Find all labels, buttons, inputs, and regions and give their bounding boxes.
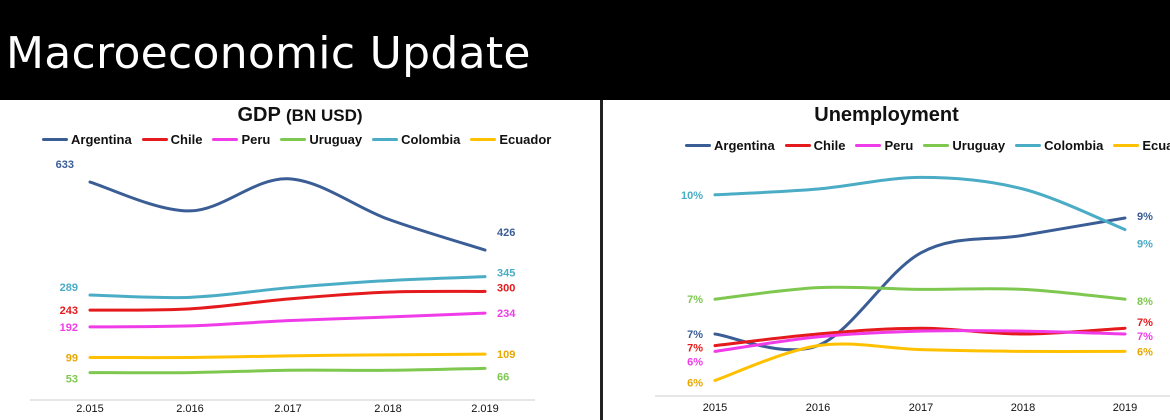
data-label: 300 [497, 282, 515, 294]
legend-label: Chile [170, 132, 203, 147]
legend-label: Ecuador [1142, 138, 1170, 153]
legend-item: Chile [784, 138, 846, 153]
legend-swatch [372, 138, 399, 141]
header-bar: Macroeconomic Update [0, 0, 1170, 100]
legend-swatch [280, 138, 307, 141]
series-line-peru [713, 329, 1127, 353]
x-tick-label: 2.017 [274, 403, 302, 415]
data-label: 109 [497, 349, 515, 361]
series-line-uruguay [88, 366, 487, 375]
legend-label: Uruguay [952, 138, 1006, 153]
series-line-peru [88, 311, 487, 329]
legend-label: Peru [241, 132, 271, 147]
data-label: 192 [60, 322, 78, 334]
x-tick-label: 2.019 [471, 403, 499, 415]
unemployment-chart-title: Unemployment [603, 104, 1170, 127]
data-label: 7% [1137, 317, 1153, 329]
legend-swatch [923, 144, 950, 147]
legend-item: Colombia [372, 132, 460, 147]
data-label: 345 [497, 268, 515, 280]
x-tick-label: 2018 [1011, 402, 1035, 414]
legend-label: Chile [813, 138, 846, 153]
series-line-ecuador [713, 342, 1127, 382]
legend-swatch [1015, 144, 1042, 147]
x-tick-label: 2015 [703, 402, 727, 414]
legend-label: Uruguay [309, 132, 363, 147]
x-tick-label: 2.018 [374, 403, 402, 415]
unemployment-title-text: Unemployment [814, 104, 959, 126]
data-label: 6% [687, 356, 703, 368]
legend-item: Peru [212, 132, 270, 147]
legend-swatch [1113, 144, 1140, 147]
legend-label: Colombia [1044, 138, 1104, 153]
series-line-argentina [713, 216, 1127, 352]
data-label: 6% [687, 377, 703, 389]
legend-swatch [42, 138, 68, 141]
legend-swatch [141, 138, 168, 141]
gdp-title-unit: (BN USD) [286, 106, 363, 125]
gdp-legend: Argentina Chile Peru Uruguay Colombia Ecuador [42, 132, 551, 147]
data-label: 289 [60, 282, 78, 294]
data-label: 7% [687, 343, 703, 355]
data-label: 66 [497, 371, 509, 383]
data-label: 234 [497, 308, 516, 320]
series-line-colombia [713, 175, 1127, 232]
legend-item: Ecuador [470, 132, 551, 147]
data-label: 8% [1137, 296, 1153, 308]
data-label: 9% [1137, 211, 1153, 223]
legend-item: Chile [141, 132, 203, 147]
legend-label: Colombia [401, 132, 461, 147]
series-line-ecuador [88, 352, 487, 360]
data-label: 7% [687, 294, 703, 306]
gdp-title-text: GDP [237, 104, 281, 126]
gdp-chart-svg: 2.015 2.016 2.017 2.018 2.019 633 426 243 300 192… [30, 159, 535, 415]
panel-divider [600, 100, 603, 420]
data-label: 53 [66, 374, 78, 386]
legend-label: Ecuador [499, 132, 552, 147]
legend-label: Peru [884, 138, 914, 153]
legend-swatch [470, 138, 497, 141]
legend-item: Uruguay [280, 132, 362, 147]
unemployment-legend: Argentina Chile Peru Uruguay Colombia Ecuador [685, 138, 1170, 153]
data-label: 6% [1137, 346, 1153, 358]
gdp-chart-title: GDP (BN USD) [0, 104, 600, 127]
x-tick-label: 2016 [806, 402, 830, 414]
legend-label: Argentina [71, 132, 132, 147]
data-label: 9% [1137, 239, 1153, 251]
x-tick-label: 2.015 [76, 403, 104, 415]
legend-item: Argentina [42, 132, 132, 147]
legend-item: Peru [855, 138, 913, 153]
x-tick-label: 2.016 [176, 403, 204, 415]
data-label: 99 [66, 352, 78, 364]
legend-item: Colombia [1015, 138, 1103, 153]
legend-swatch [685, 144, 711, 147]
gdp-chart-panel: GDP (BN USD) Argentina Chile Peru Uruguay Co… [0, 100, 600, 420]
legend-swatch [784, 144, 811, 147]
legend-swatch [212, 138, 239, 141]
data-label: 633 [56, 159, 74, 171]
data-label: 7% [687, 329, 703, 341]
page-title: Macroeconomic Update [6, 28, 531, 79]
data-label: 7% [1137, 331, 1153, 343]
data-label: 426 [497, 227, 515, 239]
series-line-argentina [88, 177, 487, 252]
legend-item: Uruguay [923, 138, 1005, 153]
series-line-colombia [88, 275, 487, 300]
legend-label: Argentina [714, 138, 775, 153]
legend-item: Argentina [685, 138, 775, 153]
data-label: 243 [60, 305, 78, 317]
series-line-uruguay [713, 285, 1127, 301]
legend-item: Ecuador [1113, 138, 1170, 153]
series-line-chile [88, 289, 487, 312]
x-tick-label: 2019 [1113, 402, 1137, 414]
legend-swatch [855, 144, 882, 147]
data-label: 10% [681, 190, 703, 202]
unemployment-chart-panel: Unemployment Argentina Chile Peru Uruguay Co… [603, 100, 1170, 420]
x-tick-label: 2017 [909, 402, 933, 414]
